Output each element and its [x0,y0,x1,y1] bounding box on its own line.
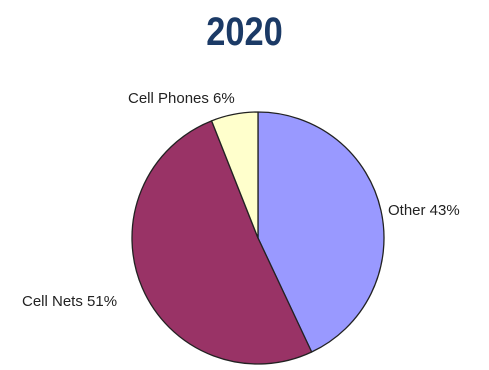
pie-slice-cell-phones [210,111,259,239]
slice-labels: Other 43% Cell Nets 51% Cell Phones 6% [22,90,460,310]
slice-label-cell-nets: Cell Nets 51% [22,293,117,310]
slice-label-cell-phones: Cell Phones 6% [128,90,235,107]
slice-label-other: Other 43% [388,202,460,219]
chart-title: 2020 [206,10,283,54]
pie-slices [131,111,385,365]
pie-slice-cell-nets [131,120,313,365]
pie-slice-other [257,111,385,353]
